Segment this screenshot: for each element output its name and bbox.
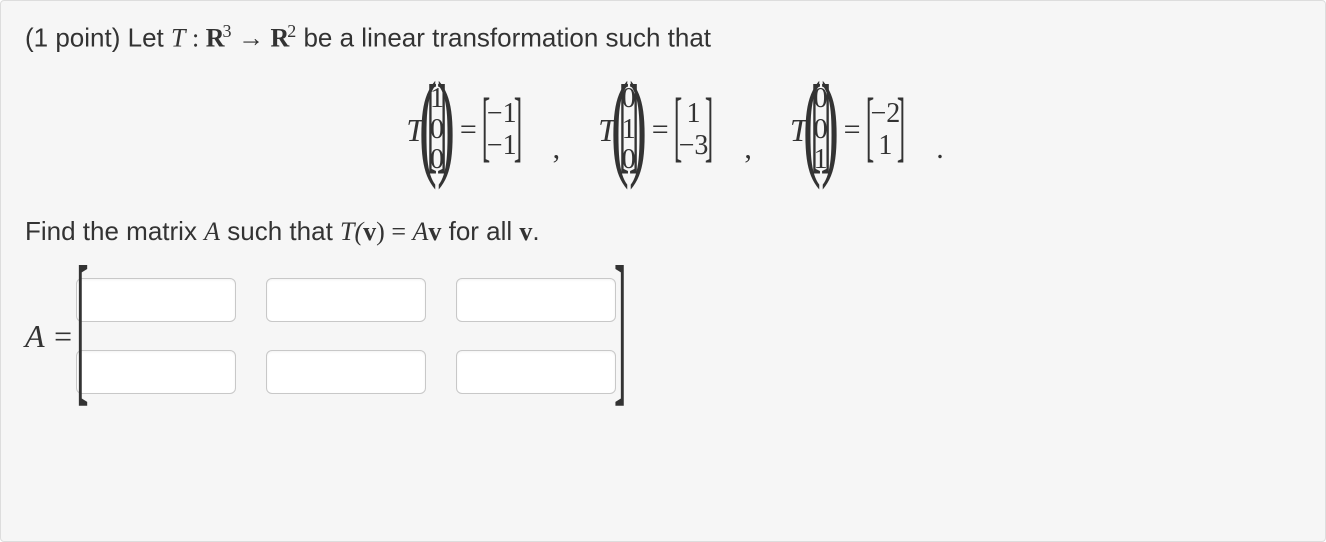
left-bracket: [	[865, 101, 873, 151]
output-vector: −21	[871, 98, 901, 162]
period: .	[936, 132, 944, 166]
vector-entry: −1	[487, 98, 517, 130]
output-vector: −1−1	[487, 98, 517, 162]
eq-sign-text: =	[385, 217, 413, 246]
arrow: →	[231, 24, 270, 53]
find-prefix: Find the matrix	[25, 216, 204, 246]
Av-A: A	[413, 217, 429, 246]
matrix-entry-input[interactable]	[76, 278, 236, 322]
problem-panel: (1 point) Let T : R3 → R2 be a linear tr…	[0, 0, 1326, 542]
vector-entry: 1	[878, 130, 892, 162]
left-bracket: [	[673, 101, 681, 151]
intro-suffix: be a linear transformation such that	[296, 23, 711, 53]
v-symbol-1: v	[363, 217, 376, 246]
equation-group: T([001])=[−21]	[790, 84, 902, 176]
domain-R: R	[206, 24, 223, 53]
equals-sign: =	[844, 113, 861, 147]
answer-area: A = [ ]	[25, 271, 1301, 401]
T-symbol: T	[171, 24, 185, 53]
A-equals-label: A =	[25, 318, 74, 355]
comma: ,	[744, 132, 752, 166]
left-bracket: [	[811, 94, 821, 154]
matrix-left-bracket: [	[76, 276, 88, 376]
right-paren: )	[437, 89, 455, 159]
find-mid: such that	[220, 216, 340, 246]
equations-block: T([100])=[−1−1], T([010])=[1−3], T([001])=…	[25, 84, 1301, 176]
intro-line: (1 point) Let T : R3 → R2 be a linear tr…	[25, 21, 1301, 54]
equation-group: T([010])=[1−3]	[598, 84, 710, 176]
matrix-right-bracket: ]	[614, 276, 626, 376]
right-paren: )	[629, 89, 647, 159]
codomain-exp: 2	[287, 21, 296, 41]
codomain-R: R	[270, 24, 287, 53]
matrix-entry-input[interactable]	[266, 278, 426, 322]
right-paren: )	[821, 89, 839, 159]
colon: :	[185, 24, 205, 53]
right-bracket: ]	[897, 101, 905, 151]
matrix-entry-input[interactable]	[266, 350, 426, 394]
right-bracket: ]	[705, 101, 713, 151]
vector-entry: −1	[487, 130, 517, 162]
v-symbol-3: v	[519, 217, 532, 246]
close-paren: )	[376, 217, 385, 246]
find-line: Find the matrix A such that T(v) = Av fo…	[25, 216, 1301, 247]
period: .	[532, 216, 539, 246]
left-bracket: [	[619, 94, 629, 154]
matrix-entry-input[interactable]	[456, 350, 616, 394]
right-bracket: ]	[513, 101, 521, 151]
equals-sign: =	[652, 113, 669, 147]
T-of: T(	[340, 217, 363, 246]
matrix-entry-input[interactable]	[76, 350, 236, 394]
matrix-entry-input[interactable]	[456, 278, 616, 322]
equation-group: T([100])=[−1−1]	[406, 84, 518, 176]
matrix-grid	[76, 271, 626, 401]
vector-entry: −2	[871, 98, 901, 130]
comma: ,	[553, 132, 561, 166]
A-symbol: A	[204, 217, 220, 246]
intro-prefix: Let	[128, 23, 171, 53]
vector-entry: 1	[687, 98, 701, 130]
v-symbol-2: v	[428, 217, 441, 246]
points-label: (1 point)	[25, 23, 128, 53]
for-all: for all	[441, 216, 519, 246]
left-bracket: [	[427, 94, 437, 154]
left-bracket: [	[482, 101, 490, 151]
equals-sign: =	[460, 113, 477, 147]
